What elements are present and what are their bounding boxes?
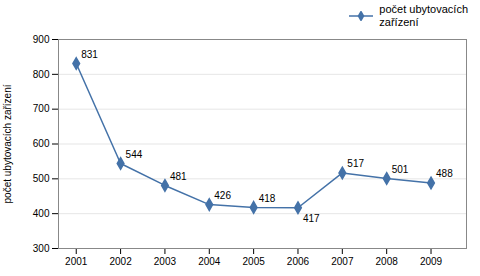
svg-text:700: 700 <box>33 103 50 114</box>
svg-text:2007: 2007 <box>331 256 354 267</box>
svg-text:400: 400 <box>33 208 50 219</box>
svg-text:2006: 2006 <box>287 256 310 267</box>
svg-text:544: 544 <box>126 149 143 160</box>
svg-text:481: 481 <box>170 171 187 182</box>
svg-text:831: 831 <box>81 49 98 60</box>
svg-text:2005: 2005 <box>243 256 266 267</box>
svg-text:488: 488 <box>436 168 453 179</box>
svg-text:2003: 2003 <box>154 256 177 267</box>
html-text:počet ubytovacích zařízení: počet ubytovacích zařízení <box>379 3 468 28</box>
svg-text:2009: 2009 <box>420 256 443 267</box>
svg-text:517: 517 <box>347 158 364 169</box>
svg-text:600: 600 <box>33 138 50 149</box>
svg-text:417: 417 <box>303 213 320 224</box>
svg-text:500: 500 <box>33 173 50 184</box>
svg-text:300: 300 <box>33 243 50 254</box>
svg-text:2002: 2002 <box>109 256 132 267</box>
svg-text:2008: 2008 <box>376 256 399 267</box>
svg-text:2004: 2004 <box>198 256 221 267</box>
svg-text:2001: 2001 <box>65 256 88 267</box>
svg-text:800: 800 <box>33 69 50 80</box>
svg-text:426: 426 <box>214 190 231 201</box>
svg-text:501: 501 <box>392 164 409 175</box>
svg-text:počet ubytovacích zařízení: počet ubytovacích zařízení <box>2 84 13 203</box>
svg-text:418: 418 <box>259 193 276 204</box>
svg-text:900: 900 <box>33 34 50 45</box>
